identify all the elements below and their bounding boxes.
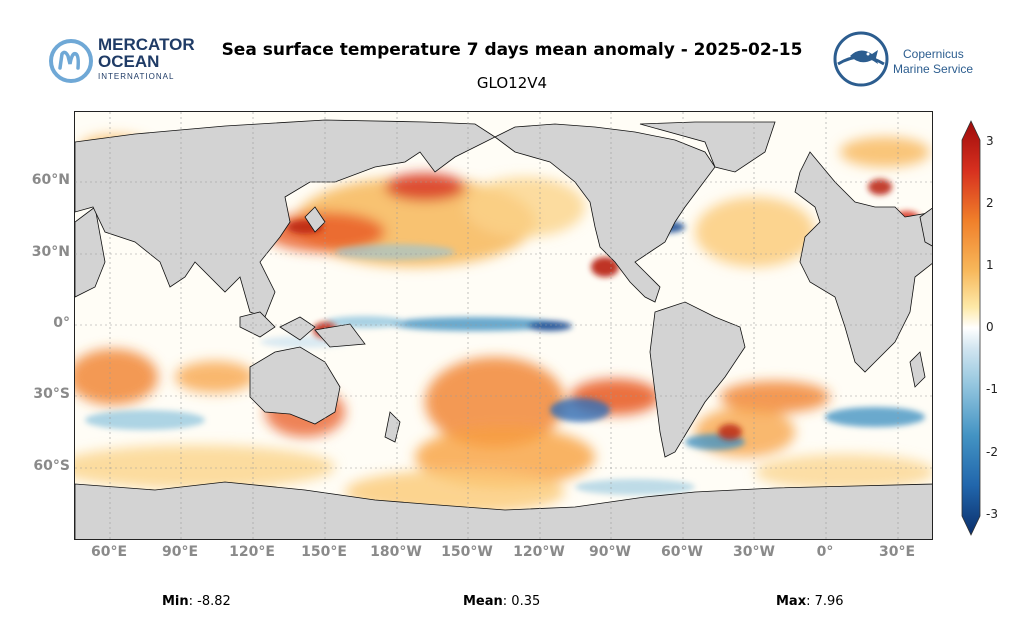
x-tick-60e: 60°E (90, 544, 128, 560)
stat-min-label: Min (162, 594, 189, 609)
stat-max-label: Max (776, 594, 807, 609)
stat-min-value: : -8.82 (188, 594, 231, 609)
mercator-logo-line1: MERCATOR (98, 35, 195, 54)
y-tick-60n: 60°N (31, 172, 70, 188)
x-tick-30e: 30°E (878, 544, 916, 560)
copernicus-logo-line1: Copernicus (903, 47, 964, 61)
x-tick-0: 0° (816, 544, 834, 560)
stat-min: Min: -8.82 (162, 594, 231, 609)
y-tick-0: 0° (53, 315, 70, 331)
colorbar-label-1: 1 (986, 258, 994, 272)
x-tick-120w: 120°W (513, 544, 565, 560)
x-tick-150e: 150°E (301, 544, 347, 560)
stat-mean-value: : 0.35 (502, 594, 541, 609)
x-tick-180w: 180°W (370, 544, 422, 560)
map-title: Sea surface temperature 7 days mean anom… (221, 40, 803, 60)
mercator-logo-line3: INTERNATIONAL (98, 72, 175, 81)
x-tick-90e: 90°E (161, 544, 199, 560)
colorbar-label-3: 3 (986, 134, 994, 148)
colorbar-label-neg1: -1 (986, 382, 998, 396)
copernicus-logo-line2: Marine Service (893, 62, 974, 76)
x-tick-150w: 150°W (441, 544, 493, 560)
map-panel (74, 111, 933, 540)
x-tick-120e: 120°E (229, 544, 275, 560)
colorbar-label-neg3: -3 (986, 507, 998, 521)
stat-mean: Mean: 0.35 (463, 594, 540, 609)
stat-mean-label: Mean (463, 594, 503, 609)
mercator-logo-line2: OCEAN (98, 52, 160, 71)
colorbar-label-neg2: -2 (986, 445, 998, 459)
colorbar-label-0: 0 (986, 320, 994, 334)
y-tick-60s: 60°S (33, 458, 70, 474)
mercator-logo-icon (49, 39, 93, 83)
x-tick-90w: 90°W (589, 544, 631, 560)
colorbar (961, 120, 981, 536)
stat-max: Max: 7.96 (776, 594, 844, 609)
x-tick-60w: 60°W (661, 544, 703, 560)
gridlines (75, 112, 932, 539)
copernicus-logo-icon (833, 31, 889, 87)
stat-max-value: : 7.96 (806, 594, 844, 609)
x-tick-30w: 30°W (733, 544, 775, 560)
sst-anomaly-map (75, 112, 932, 539)
colorbar-label-2: 2 (986, 196, 994, 210)
y-tick-30n: 30°N (31, 244, 70, 260)
y-tick-30s: 30°S (33, 386, 70, 402)
map-subtitle: GLO12V4 (476, 74, 548, 92)
